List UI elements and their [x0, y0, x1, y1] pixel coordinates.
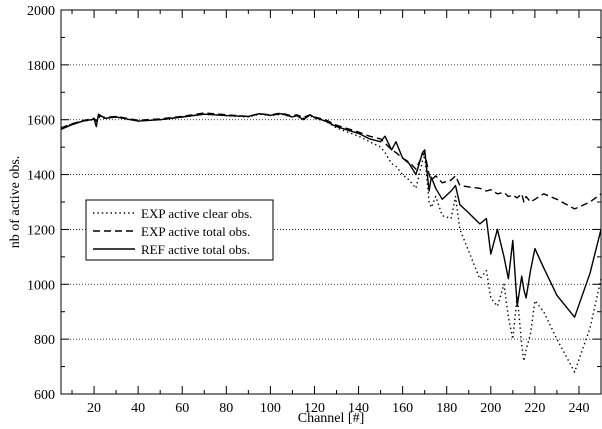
y-tick-label-800: 800 [34, 333, 55, 348]
x-tick-label-60: 60 [175, 401, 189, 416]
x-tick-label-220: 220 [524, 401, 545, 416]
y-tick-label-1600: 1600 [27, 114, 55, 129]
series-layer [60, 112, 602, 373]
tick-labels: 20 40 60 80 100 120 140 160 180 200 220 240 600 800 10… [27, 4, 589, 416]
ticks [61, 9, 601, 395]
legend-label-exp-clear: EXP active clear obs. [141, 206, 252, 221]
series-line-exp-active-total-obs [60, 112, 602, 210]
legend-label-exp-total: EXP active total obs. [141, 224, 250, 239]
y-tick-label-600: 600 [34, 388, 55, 403]
x-tick-label-80: 80 [219, 401, 233, 416]
x-tick-label-180: 180 [436, 401, 457, 416]
x-tick-label-200: 200 [480, 401, 501, 416]
x-axis-title: Channel [#] [298, 411, 364, 426]
x-tick-label-120: 120 [304, 401, 325, 416]
y-tick-label-1000: 1000 [27, 278, 55, 293]
y-tick-label-1800: 1800 [27, 59, 55, 74]
y-tick-label-1200: 1200 [27, 223, 55, 238]
y-axis-title: nb of active obs. [8, 156, 23, 249]
x-tick-label-140: 140 [348, 401, 369, 416]
legend-box [85, 199, 274, 261]
legend: EXP active clear obs. EXP active total o… [85, 199, 274, 261]
x-tick-label-40: 40 [131, 401, 145, 416]
x-tick-label-20: 20 [87, 401, 101, 416]
y-tick-label-2000: 2000 [27, 4, 55, 19]
x-tick-label-160: 160 [392, 401, 413, 416]
x-tick-label-240: 240 [568, 401, 589, 416]
legend-label-ref-total: REF active total obs. [141, 242, 250, 257]
y-tick-label-1400: 1400 [27, 169, 55, 184]
x-tick-label-100: 100 [260, 401, 281, 416]
series-line-ref-active-total-obs [60, 112, 602, 318]
